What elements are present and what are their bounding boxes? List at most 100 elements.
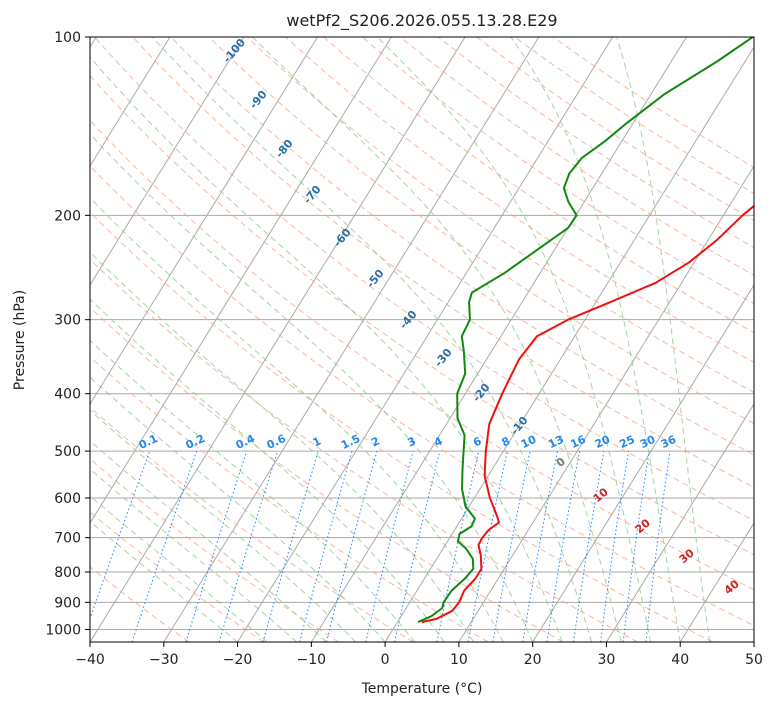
y-tick-label: 100 (54, 30, 81, 46)
plot-background (90, 37, 754, 642)
moist-adiabat (90, 298, 445, 642)
temperature-profile-line (421, 204, 754, 624)
dry-adiabat (438, 37, 754, 249)
dry-adiabat (514, 37, 754, 195)
mixing-ratio-line (262, 450, 319, 642)
isotherm (679, 522, 754, 642)
y-tick-label: 400 (54, 387, 81, 403)
dry-adiabat (399, 37, 754, 276)
x-tick-label: −10 (297, 652, 327, 668)
mixing-ratio-line (90, 450, 151, 620)
sounding-profiles (417, 37, 754, 624)
dry-adiabat (90, 119, 754, 591)
mixing-ratio-line (645, 451, 671, 642)
isotherm (163, 37, 540, 642)
x-tick-label: 40 (671, 652, 689, 668)
isotherm (532, 284, 754, 642)
isotherm (90, 37, 392, 524)
mixing-ratio-line (546, 451, 581, 642)
moist-adiabat (90, 468, 297, 642)
moist-adiabat (90, 56, 563, 642)
dry-adiabat (170, 37, 754, 456)
mixing-ratio-line (185, 450, 248, 642)
moist-adiabat (90, 495, 268, 642)
x-tick-label: −30 (149, 652, 179, 668)
dry-adiabat (90, 406, 414, 642)
moist-adiabat (376, 37, 652, 642)
x-tick-label: 0 (381, 652, 390, 668)
mixing-ratio-line (436, 450, 480, 642)
dry-adiabat (323, 37, 754, 334)
mixing-ratio-label: 13 (546, 433, 565, 451)
mixing-ratio-label: 25 (617, 433, 636, 451)
mixing-ratio-line (365, 450, 414, 642)
isotherm (90, 37, 245, 286)
dry-adiabat (90, 306, 564, 642)
dry-adiabat (90, 211, 713, 642)
isotherm (90, 37, 466, 642)
mixing-ratio-line (573, 451, 605, 642)
y-tick-label: 1000 (45, 622, 81, 638)
x-tick-label: 20 (524, 652, 542, 668)
dewpoint-profile-line (417, 37, 754, 624)
x-axis-title: Temperature (°C) (361, 681, 483, 697)
mixing-ratio-label: 10 (519, 433, 539, 451)
mixing-ratio-line (325, 450, 378, 642)
isotherm (753, 641, 754, 642)
chart-title: wetPf2_S206.2026.055.13.28.E29 (286, 11, 557, 31)
mixing-ratio-label: 36 (659, 433, 679, 451)
y-tick-label: 500 (54, 444, 81, 460)
mixing-ratio-line (131, 450, 198, 642)
x-tick-label: 10 (450, 652, 468, 668)
isotherm (90, 37, 318, 405)
isotherm (606, 403, 754, 642)
dry-adiabat (90, 74, 754, 556)
x-tick-label: 30 (598, 652, 616, 668)
mixing-ratio-line (600, 451, 630, 642)
moist-adiabat (616, 37, 711, 642)
y-tick-label: 300 (54, 313, 81, 329)
mixing-ratio-line (299, 450, 353, 642)
moist-adiabat (90, 409, 356, 642)
mixing-ratio-label: 16 (568, 433, 588, 451)
moist-adiabat (151, 37, 593, 642)
moist-adiabat (90, 251, 475, 642)
y-tick-label: 900 (54, 595, 81, 611)
mixing-ratio-label: 30 (638, 433, 658, 451)
moist-adiabat (90, 197, 504, 642)
mixing-ratio-line (218, 450, 279, 642)
y-axis-title: Pressure (hPa) (12, 290, 28, 390)
x-axis: −40 −30 −20 −10 0 10 20 30 40 50 (75, 642, 763, 668)
dry-adiabat (476, 37, 754, 221)
isotherm (384, 46, 754, 642)
mixing-ratio-line (522, 451, 558, 642)
dry-adiabat (90, 258, 639, 642)
dry-adiabat (361, 37, 754, 305)
isotherm (90, 37, 171, 167)
moist-adiabat (252, 37, 622, 642)
dry-adiabat (208, 37, 754, 424)
y-tick-label: 200 (54, 208, 81, 224)
x-tick-label: 50 (745, 652, 763, 668)
y-tick-label: 800 (54, 565, 81, 581)
x-tick-label: −40 (75, 652, 105, 668)
plot-frame (89, 36, 755, 643)
dry-adiabat (94, 37, 754, 522)
y-tick-label: 600 (54, 491, 81, 507)
moist-adiabat (510, 37, 681, 642)
background-lines (90, 37, 754, 642)
mixing-ratio-line (467, 450, 508, 642)
moist-adiabat (90, 440, 327, 642)
isotherm (237, 37, 614, 642)
mixing-ratio-line (394, 450, 441, 642)
y-tick-label: 700 (54, 531, 81, 547)
dry-adiabat (90, 511, 265, 642)
y-axis: 100 200 300 400 500 600 700 800 900 1000 (45, 30, 90, 638)
dry-adiabat (132, 37, 754, 488)
isotherm (458, 165, 754, 642)
moist-adiabat (90, 339, 415, 642)
mixing-ratio-line (622, 451, 650, 642)
mixing-ratio-line (492, 450, 531, 642)
mixing-ratio-label: 20 (593, 433, 613, 451)
